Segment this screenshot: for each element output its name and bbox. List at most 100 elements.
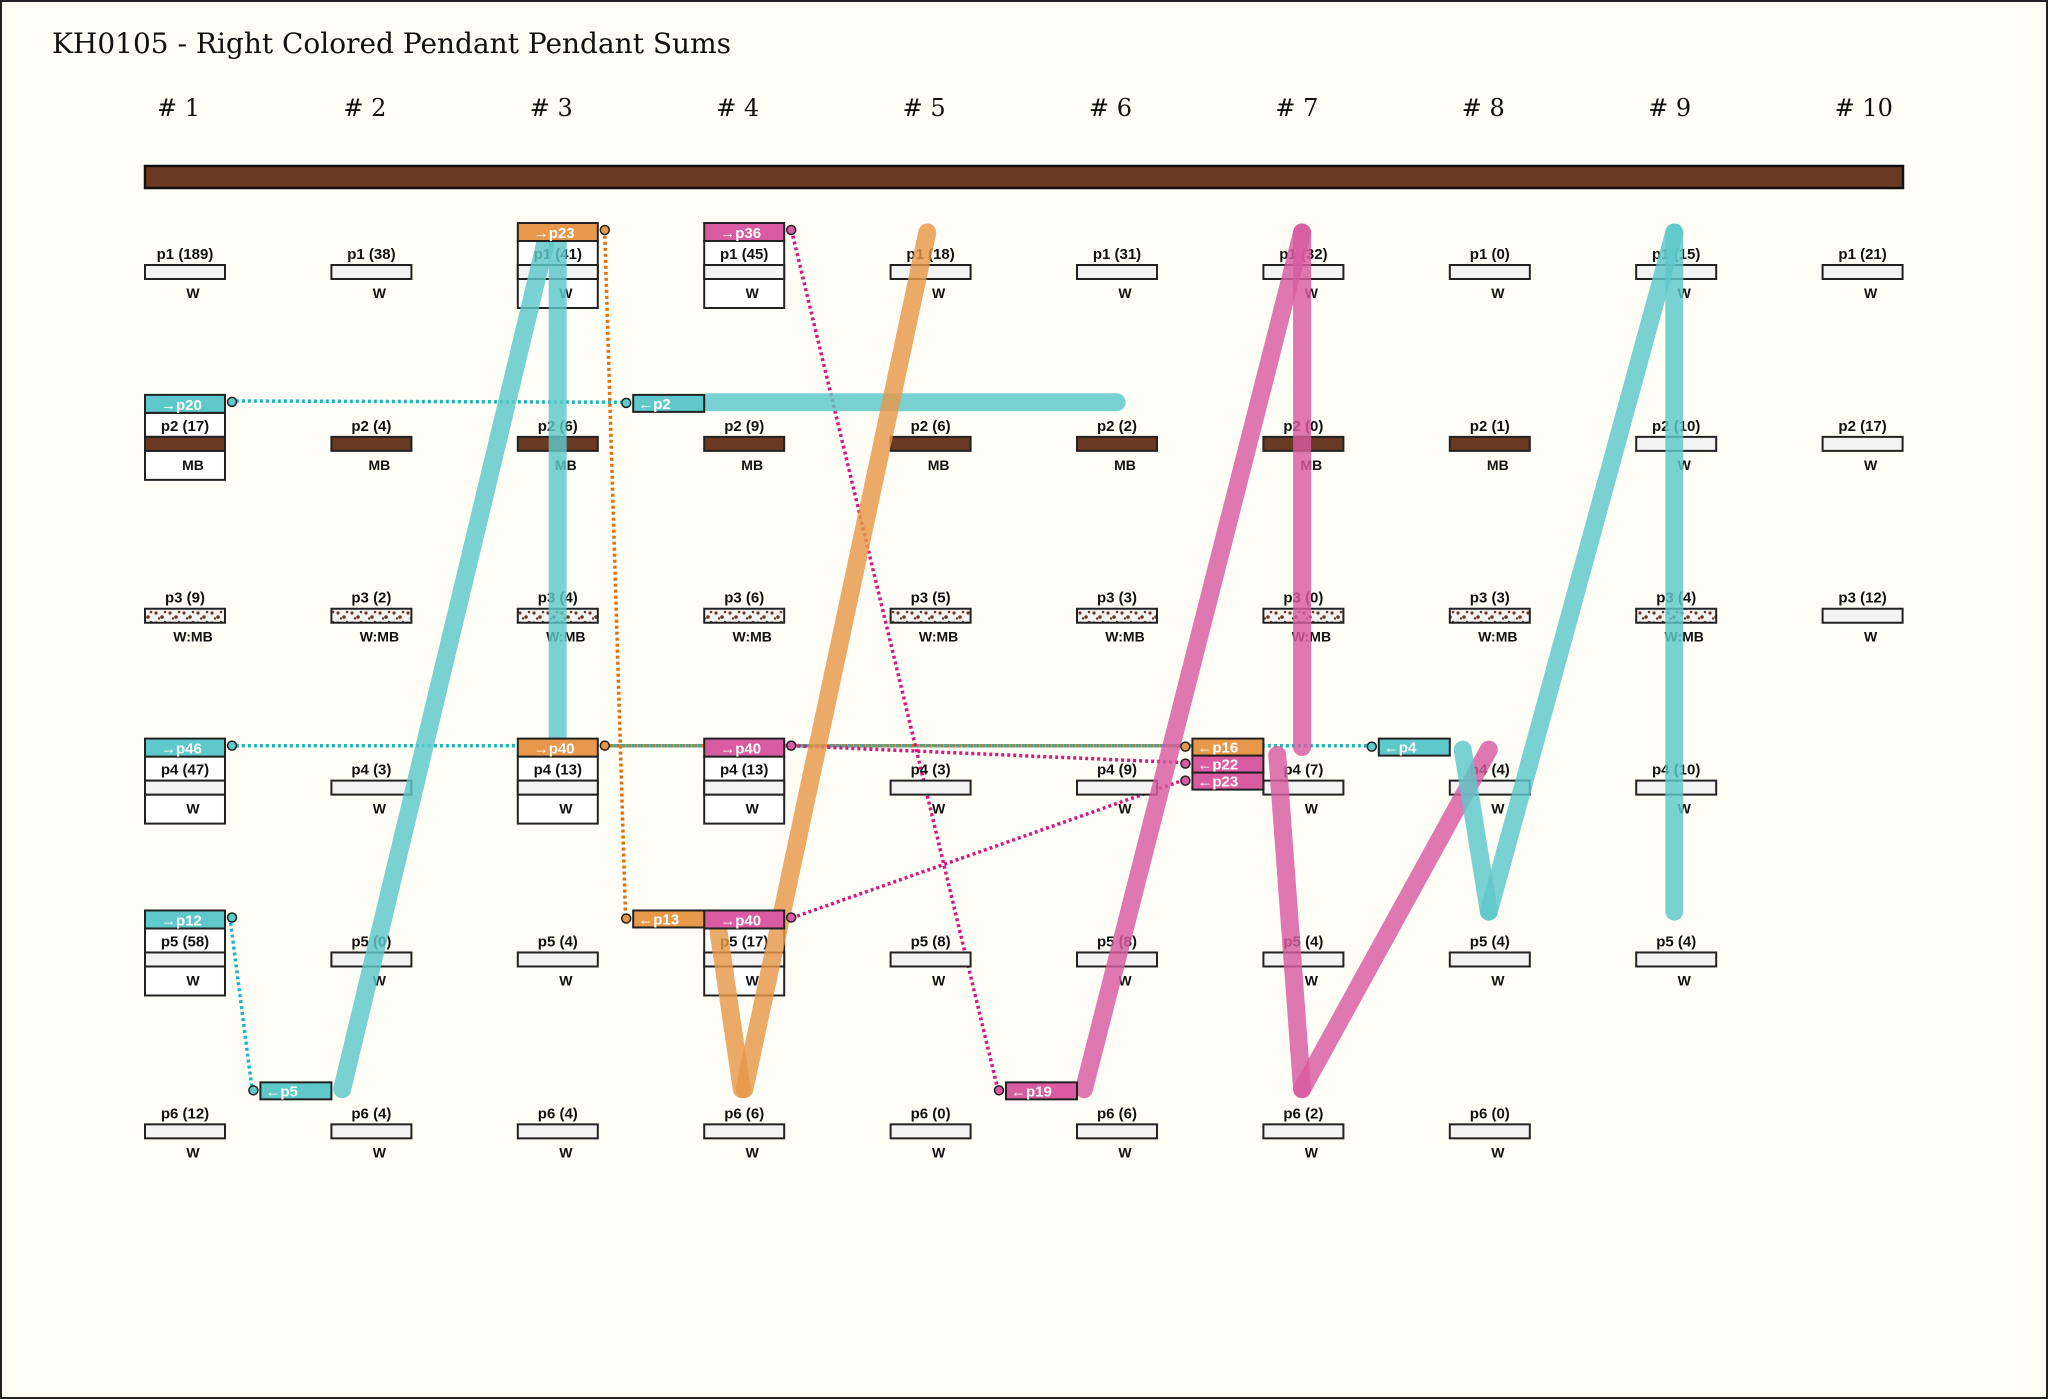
pendant[interactable]: p5 (4) W (1635, 933, 1718, 988)
pendant-color-code: W (932, 285, 946, 301)
pendant-color-code: MB (1114, 457, 1136, 473)
pendant[interactable]: p6 (2) W (1262, 1105, 1345, 1160)
sum-tag[interactable]: →p46 (144, 737, 238, 758)
pendant[interactable]: p5 (4) W (1448, 933, 1531, 988)
pendant[interactable]: p5 (8) W (889, 933, 972, 988)
pendant[interactable]: p3 (2) W:MB (330, 590, 413, 645)
sum-tag-label: →p46 (161, 741, 202, 758)
source-tag[interactable]: ←p22 (1180, 754, 1265, 774)
pendant[interactable]: p3 (12) W (1821, 590, 1904, 645)
column-header: # 4 (716, 94, 759, 122)
pendant-color-swatch (703, 1123, 786, 1140)
pendant[interactable]: p6 (6) W (703, 1105, 786, 1160)
pendant[interactable]: p2 (6) MB (889, 418, 972, 473)
sum-band-pink (1293, 740, 1498, 1099)
sum-tag[interactable]: →p20 (144, 393, 238, 414)
pendant[interactable]: p6 (12) W (144, 1105, 226, 1160)
pendant[interactable]: p2 (4) MB (330, 418, 413, 473)
source-tag-label: ←p13 (638, 911, 679, 928)
pendant-label: p5 (8) (911, 933, 951, 950)
pendant[interactable]: p1 (189) W (144, 246, 226, 301)
pendant[interactable]: p6 (4) W (330, 1105, 413, 1160)
pendant[interactable]: p1 (21) W (1821, 246, 1904, 301)
pendant-color-swatch (889, 435, 972, 452)
pendant-color-code: W (746, 801, 760, 817)
pendant[interactable]: p3 (3) W:MB (1448, 590, 1531, 645)
pendant[interactable]: p4 (13) W (516, 755, 599, 825)
sum-tag-box (703, 737, 786, 758)
source-tag-label: ←p23 (1197, 774, 1238, 791)
pendant[interactable]: p4 (13) W (703, 755, 786, 825)
source-tag-box (632, 393, 706, 413)
pendant[interactable]: p3 (6) W:MB (703, 590, 786, 645)
pendant[interactable]: p6 (0) W (889, 1105, 972, 1160)
sum-tag[interactable]: →p36 (703, 222, 797, 242)
pendant[interactable]: p6 (4) W (516, 1105, 599, 1160)
pendant[interactable]: p5 (58) W (144, 927, 226, 997)
sum-tag[interactable]: →p12 (144, 909, 238, 930)
source-tag[interactable]: ←p23 (1180, 771, 1265, 791)
sum-tag[interactable]: →p23 (516, 222, 611, 242)
pendant-color-code: W (1491, 285, 1505, 301)
column-header: # 6 (1089, 94, 1132, 122)
pendant-color-swatch (889, 264, 972, 280)
pendant-color-code: W (1491, 1144, 1505, 1160)
pendant-label: p2 (9) (724, 418, 764, 435)
pendant[interactable]: p1 (31) W (1076, 246, 1158, 301)
column-header: # 2 (343, 94, 386, 122)
pendant-color-code: W (1678, 972, 1692, 988)
sum-tag[interactable]: →p40 (516, 737, 611, 758)
pendant[interactable]: p2 (1) MB (1448, 418, 1531, 473)
pendant[interactable]: p2 (9) MB (703, 418, 786, 473)
source-tag[interactable]: ←p19 (993, 1081, 1078, 1101)
pendant[interactable]: p1 (45) W (703, 240, 786, 309)
pendant-color-swatch (703, 607, 786, 624)
pendant-color-swatch (889, 779, 972, 796)
pendant-color-swatch (1448, 951, 1531, 968)
pendant-color-code: W:MB (732, 629, 771, 645)
pendant-color-code: W (932, 801, 946, 817)
pendant[interactable]: p1 (0) W (1448, 246, 1531, 301)
pendant-label: p3 (3) (1470, 590, 1510, 607)
pendant[interactable]: p2 (17) W (1821, 418, 1904, 473)
source-tag[interactable]: ←p2 (620, 393, 706, 413)
pendant-color-code: MB (369, 457, 391, 473)
source-tag[interactable]: ←p13 (620, 909, 706, 929)
pendant-label: p6 (2) (1283, 1105, 1323, 1122)
pendant-color-code: MB (182, 457, 204, 473)
sum-band-teal (1453, 740, 1498, 921)
source-tag[interactable]: ←p4 (1366, 737, 1451, 757)
pendant[interactable]: p2 (17) MB (144, 411, 226, 481)
pendant[interactable]: p5 (4) W (516, 933, 599, 988)
pendant[interactable]: p6 (0) W (1448, 1105, 1531, 1160)
pendant[interactable]: p2 (2) MB (1076, 418, 1158, 473)
pendant[interactable]: p3 (3) W:MB (1076, 590, 1158, 645)
pendant-label: p5 (58) (161, 933, 209, 950)
pendant-color-swatch (144, 264, 226, 280)
pendant-label: p1 (21) (1838, 246, 1886, 263)
pendant[interactable]: p3 (9) W:MB (144, 590, 226, 645)
sum-tag-label: →p36 (720, 225, 761, 242)
link-dot-icon (226, 396, 238, 408)
pendant[interactable]: p6 (6) W (1076, 1105, 1158, 1160)
pendant-label: p1 (189) (157, 246, 214, 263)
sum-tag[interactable]: →p40 (703, 909, 797, 930)
pendant-label: p5 (17) (720, 933, 768, 950)
pendant[interactable]: p3 (5) W:MB (889, 590, 972, 645)
sum-tag-label: →p40 (720, 741, 761, 758)
sum-tag[interactable]: →p40 (703, 737, 797, 758)
pendant[interactable]: p4 (3) W (889, 762, 972, 817)
source-tag[interactable]: ←p5 (248, 1081, 333, 1101)
link-dot-icon (226, 740, 238, 751)
pendant[interactable]: p4 (47) W (144, 755, 226, 825)
pendant-label: p2 (2) (1097, 418, 1137, 435)
pendant[interactable]: p1 (38) W (330, 246, 413, 301)
pendant-color-code: W (1864, 457, 1878, 473)
source-tag[interactable]: ←p16 (1180, 737, 1265, 757)
column-header: # 10 (1835, 94, 1893, 122)
pendant-color-code: W:MB (919, 629, 958, 645)
link-dot-icon (620, 397, 632, 409)
pendant-color-swatch (1448, 435, 1531, 452)
pendant-color-code: W:MB (173, 629, 212, 645)
